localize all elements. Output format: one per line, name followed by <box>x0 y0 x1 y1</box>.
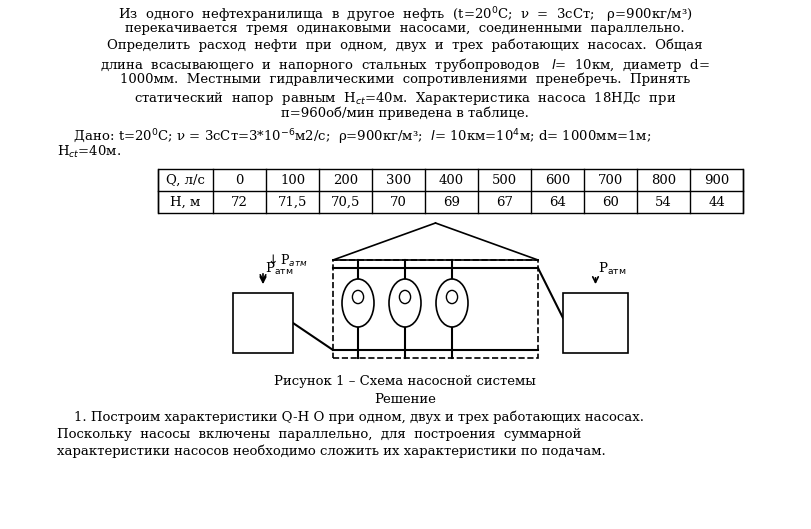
Text: Решение: Решение <box>374 393 436 406</box>
Text: длина  всасывающего  и  напорного  стальных  трубопроводов   $l$=  10км,  диамет: длина всасывающего и напорного стальных … <box>100 56 710 74</box>
Text: $\downarrow$Р$_{атм}$: $\downarrow$Р$_{атм}$ <box>265 253 307 269</box>
Text: 54: 54 <box>655 196 672 208</box>
Text: 64: 64 <box>549 196 566 208</box>
Text: Р$_{\mathrm{атм}}$: Р$_{\mathrm{атм}}$ <box>265 261 294 277</box>
Text: 400: 400 <box>439 174 464 187</box>
Text: 200: 200 <box>333 174 358 187</box>
Text: статический  напор  равным  Н$_{ct}$=40м.  Характеристика  насоса  18НДс  при: статический напор равным Н$_{ct}$=40м. Х… <box>134 90 676 107</box>
Text: 70,5: 70,5 <box>331 196 360 208</box>
Text: Из  одного  нефтехранилища  в  другое  нефть  (t=20$^0$C;  ν  =  3сСт;   ρ=900кг: Из одного нефтехранилища в другое нефть … <box>118 5 693 25</box>
Bar <box>563 293 628 353</box>
Bar <box>158 169 743 213</box>
Text: Дано: t=20$^0$С; ν = 3сСт=3*10$^{-6}$м2/с;  ρ=900кг/м³;  $l$= 10км=10$^4$м; d= 1: Дано: t=20$^0$С; ν = 3сСт=3*10$^{-6}$м2/… <box>57 127 651 147</box>
Ellipse shape <box>446 290 457 304</box>
Text: Q, л/с: Q, л/с <box>166 174 205 187</box>
Text: 500: 500 <box>492 174 517 187</box>
Text: Определить  расход  нефти  при  одном,  двух  и  трех  работающих  насосах.  Общ: Определить расход нефти при одном, двух … <box>107 39 703 52</box>
Text: Р$_{\mathrm{атм}}$: Р$_{\mathrm{атм}}$ <box>598 261 626 277</box>
Ellipse shape <box>389 279 421 327</box>
Ellipse shape <box>399 290 410 304</box>
Text: Поскольку  насосы  включены  параллельно,  для  построения  суммарной: Поскольку насосы включены параллельно, д… <box>57 428 581 441</box>
Text: 71,5: 71,5 <box>278 196 307 208</box>
Text: 1000мм.  Местными  гидравлическими  сопротивлениями  пренебречь.  Принять: 1000мм. Местными гидравлическими сопроти… <box>120 73 690 87</box>
Text: 44: 44 <box>708 196 725 208</box>
Text: Н$_{ct}$=40м.: Н$_{ct}$=40м. <box>57 144 121 160</box>
Text: 100: 100 <box>280 174 305 187</box>
Text: 72: 72 <box>231 196 248 208</box>
Text: 60: 60 <box>602 196 619 208</box>
Text: 900: 900 <box>704 174 729 187</box>
Text: Н, м: Н, м <box>170 196 200 208</box>
Text: 700: 700 <box>598 174 623 187</box>
Ellipse shape <box>353 290 363 304</box>
Text: п=960об/мин приведена в таблице.: п=960об/мин приведена в таблице. <box>281 107 529 121</box>
Ellipse shape <box>436 279 468 327</box>
Text: 800: 800 <box>651 174 676 187</box>
Text: перекачивается  тремя  одинаковыми  насосами,  соединенными  параллельно.: перекачивается тремя одинаковыми насосам… <box>125 22 684 35</box>
Text: 0: 0 <box>235 174 243 187</box>
Text: характеристики насосов необходимо сложить их характеристики по подачам.: характеристики насосов необходимо сложит… <box>57 445 606 459</box>
Text: Рисунок 1 – Схема насосной системы: Рисунок 1 – Схема насосной системы <box>274 375 536 388</box>
Text: 67: 67 <box>496 196 513 208</box>
Text: 1. Построим характеристики Q-Н О при одном, двух и трех работающих насосах.: 1. Построим характеристики Q-Н О при одн… <box>57 411 644 424</box>
Text: 600: 600 <box>545 174 570 187</box>
Ellipse shape <box>342 279 374 327</box>
Bar <box>233 293 293 353</box>
Text: 69: 69 <box>443 196 460 208</box>
Bar <box>333 260 538 358</box>
Text: 70: 70 <box>390 196 407 208</box>
Text: 300: 300 <box>386 174 411 187</box>
